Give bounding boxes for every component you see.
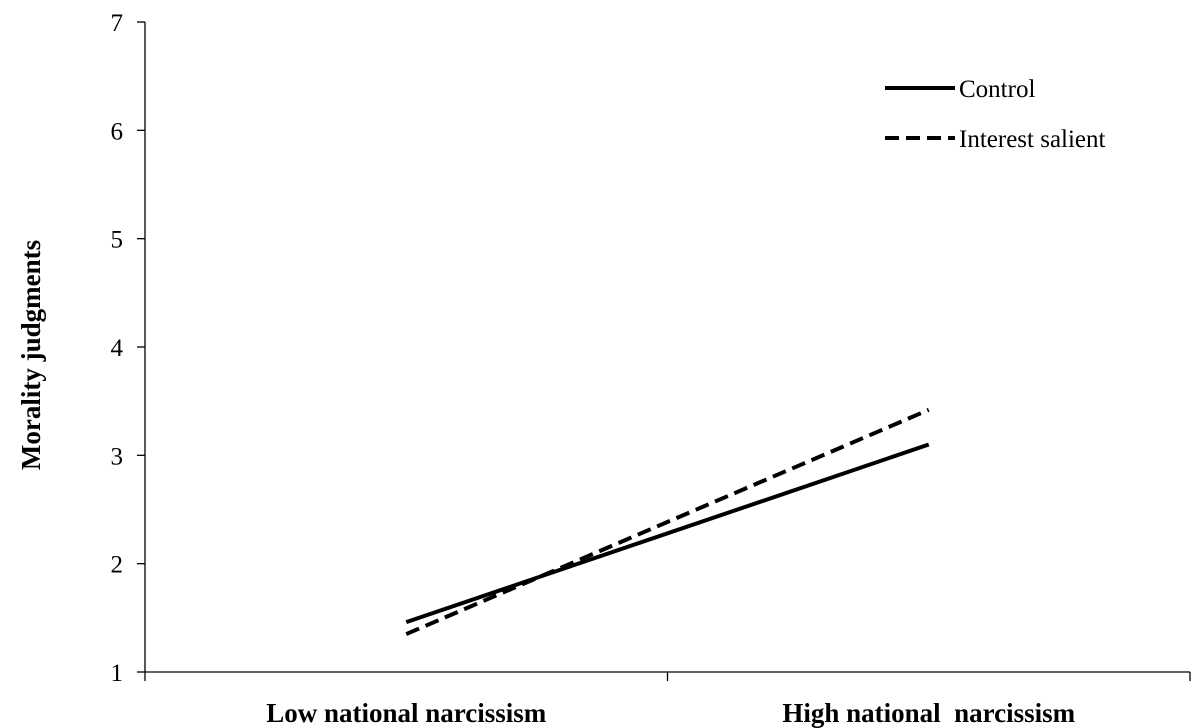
y-tick-label: 6 <box>111 118 124 145</box>
y-tick-label: 7 <box>111 10 124 37</box>
axes <box>144 22 1190 673</box>
series-line-control <box>405 442 930 625</box>
y-tick-label: 3 <box>111 443 124 470</box>
legend-label: Interest salient <box>959 126 1106 153</box>
series-line-interest-salient <box>405 407 930 636</box>
series-lines <box>405 407 930 636</box>
y-axis-ticks: 1 2 3 4 5 6 7 <box>111 10 145 687</box>
x-category-label: Low national narcissism <box>266 698 547 728</box>
x-category-label: High national narcissism <box>782 698 1075 728</box>
legend-label: Control <box>959 76 1035 103</box>
y-tick-label: 5 <box>111 227 124 254</box>
legend: Control Interest salient <box>885 76 1106 153</box>
y-tick-label: 4 <box>111 335 124 362</box>
y-axis-title: Morality judgments <box>16 240 46 470</box>
y-tick-label: 2 <box>111 552 124 579</box>
y-tick-label: 1 <box>111 660 124 687</box>
x-axis-ticks: Low national narcissism High national nar… <box>144 672 1191 728</box>
